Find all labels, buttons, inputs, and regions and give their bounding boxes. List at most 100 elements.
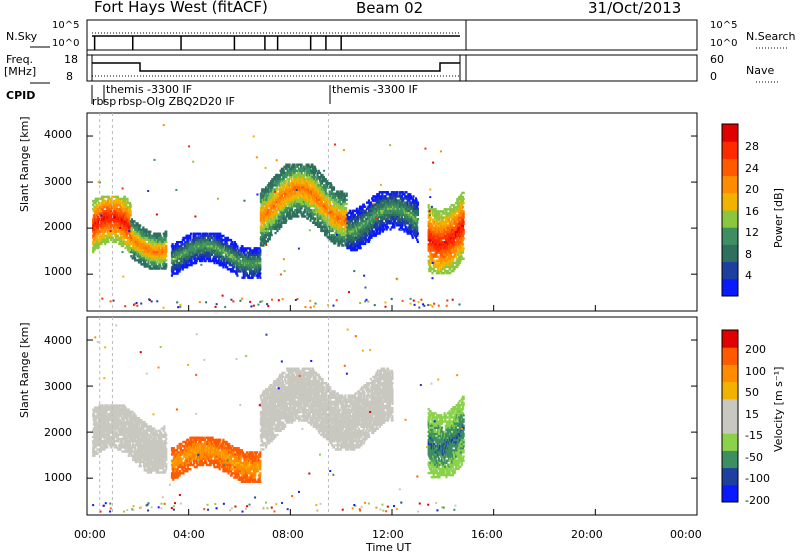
echo-cell [318,190,321,193]
echo-cell [221,243,224,246]
echo-cell [104,214,107,217]
echo-cell [319,184,322,187]
echo-cell [149,253,152,256]
echo-cell [314,221,317,224]
echo-cell [341,238,344,241]
echo-cell [301,215,304,218]
echo-cell [317,194,320,197]
echo-cell [287,171,290,175]
echo-cell [291,184,294,187]
echo-cell [328,225,331,228]
echo-cell [134,234,137,237]
echo-cell [334,240,338,243]
echo-cell [210,259,213,263]
echo-cell [263,217,266,220]
echo-cell [213,261,216,265]
echo-cell [344,194,347,197]
echo-cell [311,213,315,216]
echo-cell [146,257,149,260]
echo-cell [141,238,144,242]
echo-cell [320,229,323,233]
echo-cell [233,255,236,258]
echo-cell [198,249,201,252]
echo-cell [159,257,162,260]
echo-cell [270,209,273,212]
echo-cell [337,231,341,235]
echo-cell [280,167,284,170]
echo-cell [289,167,292,170]
echo-cell [180,245,183,248]
echo-cell [160,255,163,258]
echo-cell [298,202,301,206]
echo-cell [177,266,180,269]
echo-cell [320,182,324,185]
echo-cell [96,212,99,215]
echo-cell [189,251,192,254]
echo-cell [172,270,175,273]
echo-cell [124,240,127,244]
velocity-cbar-tick-100: 100 [745,365,766,378]
echo-cell [184,243,187,246]
xtick-1600: 16:00 [471,528,503,541]
echo-cell [311,171,315,175]
echo-cell [176,255,179,258]
echo-cell [264,196,267,199]
echo-cell [174,249,177,252]
echo-cell [333,221,336,224]
echo-cell [233,247,236,250]
echo-cell [273,182,276,185]
velocity-ytick-2000: 2000 [44,426,72,439]
echo-cell [158,259,161,262]
echo-cell [129,226,132,229]
echo-cell [203,249,206,252]
echo-cell [302,198,305,202]
echo-cell [293,213,296,216]
echo-cell [151,261,155,264]
echo-cell [263,188,266,191]
echo-cell [213,259,216,263]
echo-cell [120,238,123,242]
echo-cell [341,207,345,210]
echo-cell [137,255,141,258]
echo-cell [270,225,273,228]
echo-cell [334,242,337,245]
echo-cell [176,243,179,246]
echo-cell [328,186,331,189]
echo-cell [181,259,184,263]
echo-cell [213,232,216,235]
echo-cell [249,249,252,252]
echo-cell [191,243,195,246]
echo-cell [158,244,161,248]
echo-cell [220,238,223,242]
echo-cell [173,251,176,254]
echo-cell [318,221,321,224]
echo-cell [285,163,288,166]
echo-cell [263,209,266,212]
echo-cell [320,192,324,195]
echo-cell [95,222,99,225]
echo-cell [304,194,307,197]
echo-cell [308,192,311,195]
echo-cell [268,219,271,222]
echo-cell [92,218,95,221]
echo-cell [297,190,301,193]
echo-cell [230,247,233,250]
echo-cell [318,192,322,195]
echo-cell [231,266,235,269]
echo-cell [297,171,301,175]
echo-cell [243,247,246,250]
echo-cell [280,194,284,197]
echo-cell [130,248,134,252]
echo-cell [119,236,122,239]
echo-cell [276,173,279,177]
echo-cell [269,196,272,199]
echo-cell [282,169,285,173]
echo-cell [242,270,245,273]
echo-cell [137,250,140,254]
echo-cell [316,182,319,185]
echo-cell [336,238,339,241]
echo-cell [269,217,272,220]
echo-cell [341,209,345,212]
echo-cell [252,274,256,277]
echo-cell [255,251,258,254]
